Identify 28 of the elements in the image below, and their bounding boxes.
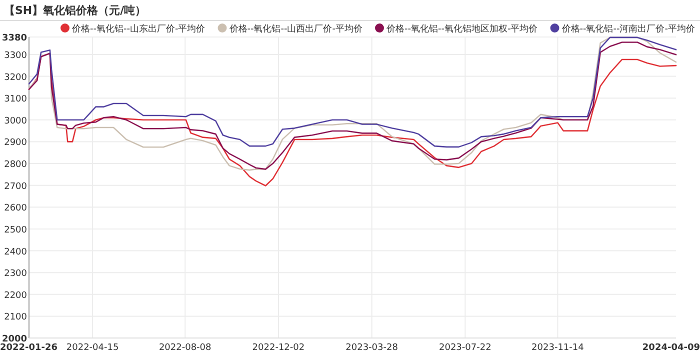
legend-label: 价格--氧化铝--河南出厂价-平均价: [560, 24, 695, 34]
legend-label: 价格--氧化铝--氧化铝地区加权-平均价: [386, 24, 538, 34]
y-tick-label: 3300: [4, 50, 28, 61]
x-tick-label: 2024-04-09: [642, 343, 700, 353]
y-tick-label: 2100: [4, 312, 28, 323]
y-tick-label: 3200: [4, 72, 28, 83]
y-tick-label: 2800: [4, 160, 28, 170]
legend-label: 价格--氧化铝--山西出厂价-平均价: [228, 24, 362, 34]
legend-label: 价格--氧化铝--山东出厂价-平均价: [71, 24, 206, 34]
y-tick-label: 3100: [4, 94, 28, 105]
y-tick-label: 2400: [4, 247, 28, 258]
x-tick-label: 2022-01-26: [0, 343, 58, 353]
y-tick-label: 2500: [4, 225, 28, 236]
y-tick-label: 3000: [4, 116, 28, 126]
x-tick-label: 2023-11-14: [532, 343, 584, 353]
y-tick-label: 2200: [4, 290, 28, 301]
x-tick-label: 2023-07-22: [439, 343, 492, 353]
y-tick-label: 2600: [4, 204, 28, 214]
x-tick-label: 2022-04-15: [66, 343, 119, 353]
y-tick-label: 2700: [4, 182, 28, 192]
title: 【SH】氧化铝价格（元/吨）: [4, 4, 146, 17]
y-tick-label: 3380: [2, 34, 27, 44]
x-tick-label: 2022-08-08: [158, 343, 212, 353]
x-tick-label: 2023-03-28: [346, 343, 398, 353]
x-tick-label: 2022-12-02: [252, 343, 305, 353]
y-tick-label: 2900: [4, 138, 28, 148]
y-tick-label: 2000: [2, 334, 27, 344]
y-tick-label: 2300: [4, 269, 28, 280]
